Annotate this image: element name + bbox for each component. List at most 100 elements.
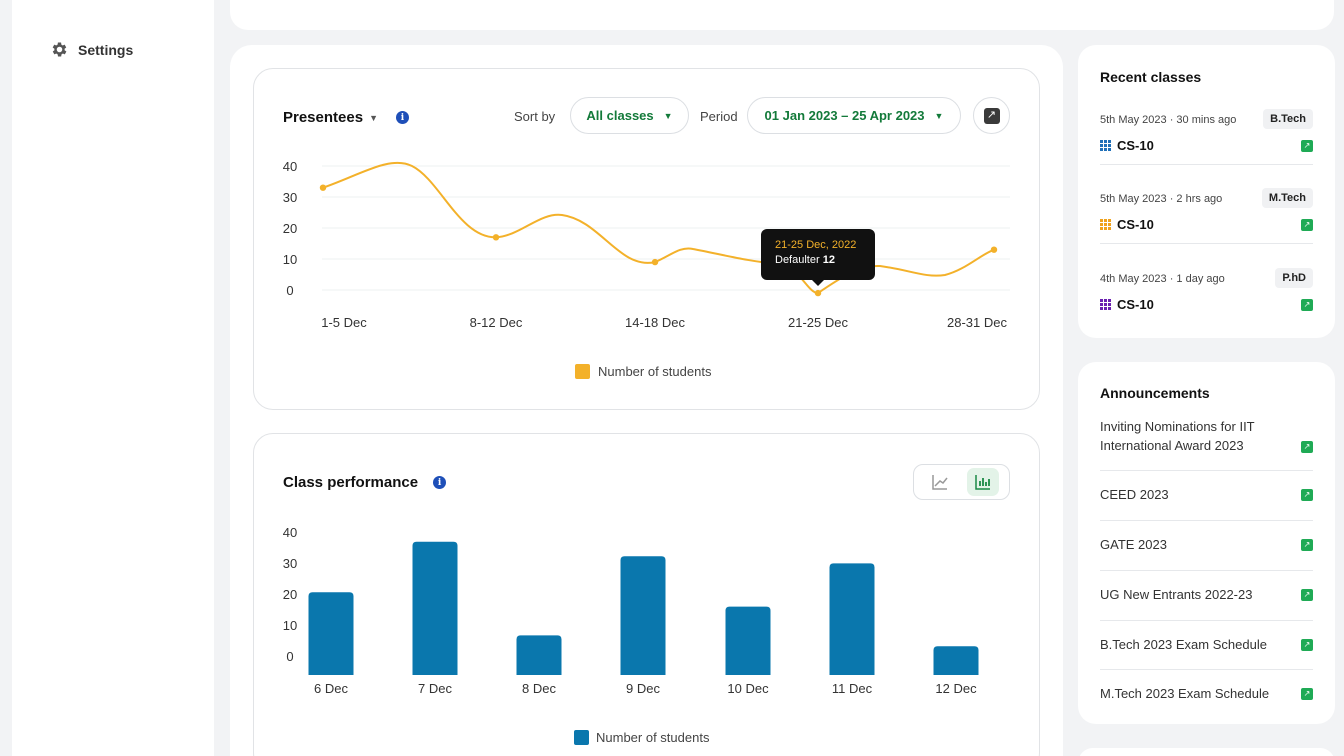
period-label: Period [700, 109, 738, 124]
line-chart-icon [932, 475, 948, 490]
top-bar [230, 0, 1334, 30]
recent-class-item[interactable]: 5th May 2023 · 2 hrs ago M.Tech CS-10 ↗ [1100, 186, 1313, 244]
sort-by-label: Sort by [514, 109, 556, 124]
open-link-icon[interactable]: ↗ [1301, 441, 1313, 453]
open-link-icon[interactable]: ↗ [1301, 688, 1313, 700]
announcement-text: B.Tech 2023 Exam Schedule [1100, 637, 1267, 652]
class-performance-bar-chart: 40 30 20 10 0 6 Dec 7 Dec 8 Dec 9 Dec 10 Dec 11 De… [283, 525, 979, 745]
y-tick-label: 40 [283, 159, 297, 174]
open-link-icon[interactable]: ↗ [1301, 219, 1313, 231]
announcement-text: M.Tech 2023 Exam Schedule [1100, 686, 1270, 701]
bottom-card [1078, 748, 1335, 756]
announcement-text: CEED 2023 [1100, 487, 1169, 502]
class-meta: 5th May 2023 · 2 hrs ago [1100, 193, 1223, 205]
class-name-row: CS-10 [1100, 217, 1154, 232]
grid-icon [1100, 140, 1111, 151]
bar[interactable] [725, 606, 771, 675]
bar[interactable] [308, 592, 354, 675]
expand-button[interactable]: ↗ [973, 97, 1010, 134]
grid-icon [1100, 299, 1111, 310]
period-value: 01 Jan 2023 – 25 Apr 2023 [764, 108, 925, 123]
y-tick-label: 30 [283, 190, 297, 205]
x-tick-label: 12 Dec [935, 681, 977, 696]
y-tick-label: 10 [283, 618, 297, 633]
info-icon[interactable]: i [433, 476, 447, 489]
sidebar-overflow-icon: ⋯ [64, 0, 75, 3]
gear-icon [52, 42, 67, 57]
x-tick-label: 8 Dec [522, 681, 556, 696]
open-link-icon[interactable]: ↗ [1301, 489, 1313, 501]
sidebar: ⋯ Settings [12, 0, 214, 756]
series-line [322, 161, 995, 295]
x-tick-label: 21-25 Dec [788, 315, 848, 330]
chart-type-toggle [913, 464, 1010, 500]
chevron-down-icon: ▼ [663, 110, 673, 121]
sort-by-select[interactable]: All classes ▼ [570, 97, 689, 134]
sidebar-item-settings[interactable]: Settings [50, 40, 133, 59]
legend-swatch [574, 730, 589, 745]
class-name: CS-10 [1117, 138, 1154, 153]
x-tick-label: 14-18 Dec [625, 315, 685, 330]
data-point[interactable] [492, 234, 500, 241]
data-point[interactable] [814, 289, 822, 297]
class-meta: 4th May 2023 · 1 day ago [1100, 273, 1225, 285]
period-select[interactable]: 01 Jan 2023 – 25 Apr 2023 ▼ [747, 97, 961, 134]
announcement-item[interactable]: M.Tech 2023 Exam Schedule ↗ [1100, 670, 1313, 720]
x-tick-label: 8-12 Dec [470, 315, 523, 330]
class-meta: 5th May 2023 · 30 mins ago [1100, 114, 1237, 126]
tooltip-date: 21-25 Dec, 2022 [775, 239, 857, 251]
open-link-icon[interactable]: ↗ [1301, 539, 1313, 551]
announcements-card: Announcements Inviting Nominations for I… [1078, 362, 1335, 724]
recent-class-item[interactable]: 5th May 2023 · 30 mins ago B.Tech CS-10 ↗ [1100, 107, 1313, 165]
chevron-down-icon: ▼ [934, 110, 944, 121]
y-tick-label: 0 [286, 649, 293, 664]
recent-classes-title: Recent classes [1100, 69, 1202, 85]
class-performance-title: Class performance [283, 474, 419, 491]
announcement-item[interactable]: Inviting Nominations for IIT Internation… [1100, 414, 1313, 471]
bar[interactable] [620, 556, 666, 675]
data-point[interactable] [319, 184, 327, 191]
class-performance-header: Class performance i [283, 474, 447, 491]
presentees-line-chart: 40 30 20 10 0 1-5 Dec 8-12 Dec 14-18 Dec 21-25 D… [283, 159, 1010, 379]
info-icon[interactable]: i [395, 111, 409, 124]
y-tick-label: 30 [283, 556, 297, 571]
expand-icon: ↗ [983, 107, 1000, 124]
recent-class-item[interactable]: 4th May 2023 · 1 day ago P.hD CS-10 ↗ [1100, 266, 1313, 324]
class-name-row: CS-10 [1100, 297, 1154, 312]
x-tick-label: 10 Dec [727, 681, 769, 696]
open-link-icon[interactable]: ↗ [1301, 299, 1313, 311]
degree-badge: B.Tech [1263, 109, 1313, 129]
y-tick-label: 40 [283, 525, 297, 540]
open-link-icon[interactable]: ↗ [1301, 589, 1313, 601]
data-point[interactable] [990, 246, 998, 253]
chevron-down-icon: ▼ [369, 112, 378, 123]
presentees-title: Presentees [283, 109, 364, 126]
bar-chart-toggle[interactable] [967, 468, 1000, 496]
bar[interactable] [516, 635, 562, 675]
announcement-text: GATE 2023 [1100, 537, 1167, 552]
bar[interactable] [933, 646, 979, 675]
announcement-item[interactable]: CEED 2023 ↗ [1100, 471, 1313, 521]
open-link-icon[interactable]: ↗ [1301, 639, 1313, 651]
announcement-item[interactable]: GATE 2023 ↗ [1100, 521, 1313, 571]
bar-chart-icon [975, 475, 991, 490]
line-chart-toggle[interactable] [924, 468, 956, 496]
x-tick-label: 6 Dec [314, 681, 348, 696]
x-tick-label: 1-5 Dec [321, 315, 367, 330]
y-tick-label: 0 [286, 283, 293, 298]
x-tick-label: 11 Dec [832, 681, 873, 696]
sidebar-item-label: Settings [78, 41, 134, 58]
presentees-title-dropdown[interactable]: Presentees ▼ i [283, 109, 409, 126]
recent-classes-card: Recent classes 5th May 2023 · 30 mins ag… [1078, 45, 1335, 338]
tooltip-value: 12 [822, 254, 835, 266]
sort-by-value: All classes [586, 108, 654, 123]
class-name: CS-10 [1117, 217, 1154, 232]
grid-icon [1100, 219, 1111, 230]
open-link-icon[interactable]: ↗ [1301, 140, 1313, 152]
announcement-item[interactable]: B.Tech 2023 Exam Schedule ↗ [1100, 621, 1313, 670]
announcement-item[interactable]: UG New Entrants 2022-23 ↗ [1100, 571, 1313, 621]
bar[interactable] [412, 541, 458, 675]
bar[interactable] [829, 563, 875, 675]
x-tick-label: 28-31 Dec [947, 315, 1007, 330]
data-point[interactable] [651, 258, 659, 266]
